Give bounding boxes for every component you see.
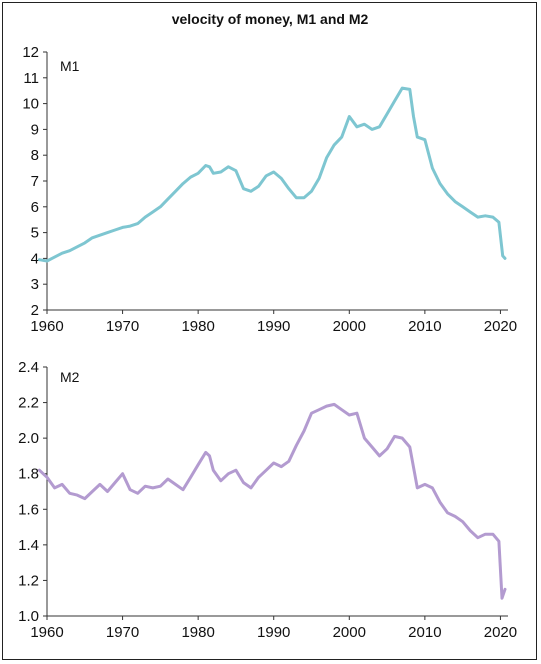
- panel-2-x-tick-label: 1960: [30, 624, 63, 641]
- panel-2-y-tick-label: 2.2: [18, 395, 39, 412]
- panel-2-y-tick-label: 1.6: [18, 501, 39, 518]
- panel-1-y-tick-label: 2: [31, 302, 39, 319]
- panel-2-y-tick-label: 1.4: [18, 537, 39, 554]
- panel-1-y-tick-label: 4: [31, 250, 39, 267]
- panel-1-y-tick-label: 9: [31, 121, 39, 138]
- chart-title: velocity of money, M1 and M2: [172, 11, 369, 27]
- panel-2-series-line: [37, 402, 507, 600]
- panel-1-y-tick-label: 8: [31, 147, 39, 164]
- panel-2-x-tick-label: 2000: [333, 624, 366, 641]
- panel-2-y-tick-label: 2.4: [18, 359, 39, 376]
- panel-2-x-tick-label: 2010: [408, 624, 441, 641]
- panel-2-y-tick-label: 2.0: [18, 430, 39, 447]
- panel-1-x-tick-label: 2020: [484, 318, 517, 335]
- panel-1-y-tick-label: 7: [31, 173, 39, 190]
- panel-1-y-tick-label: 10: [22, 96, 39, 113]
- panel-1-x-tick-label: 1970: [106, 318, 139, 335]
- panel-1-series-line: [37, 86, 507, 263]
- panel-2-x-tick-label: 1980: [181, 624, 214, 641]
- panel-2-x-tick-label: 2020: [484, 624, 517, 641]
- panel-1-x-tick-label: 1990: [257, 318, 290, 335]
- panel-1-label: M1: [60, 58, 80, 74]
- panel-1-y-tick-label: 6: [31, 199, 39, 216]
- panel-1-y-tick-label: 12: [22, 44, 39, 61]
- chart-frame: [2, 2, 537, 660]
- panel-1-y-tick-label: 3: [31, 276, 39, 293]
- panel-2-x-tick-label: 1990: [257, 624, 290, 641]
- panel-2-y-tick-label: 1.8: [18, 466, 39, 483]
- panel-1-x-tick-label: 1980: [181, 318, 214, 335]
- panel-2-label: M2: [60, 369, 80, 385]
- panel-1-y-tick-label: 11: [23, 70, 39, 87]
- panel-1-x-tick-label: 1960: [30, 318, 63, 335]
- panel-1-x-tick-label: 2010: [408, 318, 441, 335]
- panel-1-x-tick-label: 2000: [333, 318, 366, 335]
- panel-2-x-tick-label: 1970: [106, 624, 139, 641]
- panel-2-y-tick-label: 1.2: [18, 572, 39, 589]
- panel-2-y-tick-label: 1.0: [18, 608, 39, 625]
- panel-1-y-tick-label: 5: [31, 225, 39, 242]
